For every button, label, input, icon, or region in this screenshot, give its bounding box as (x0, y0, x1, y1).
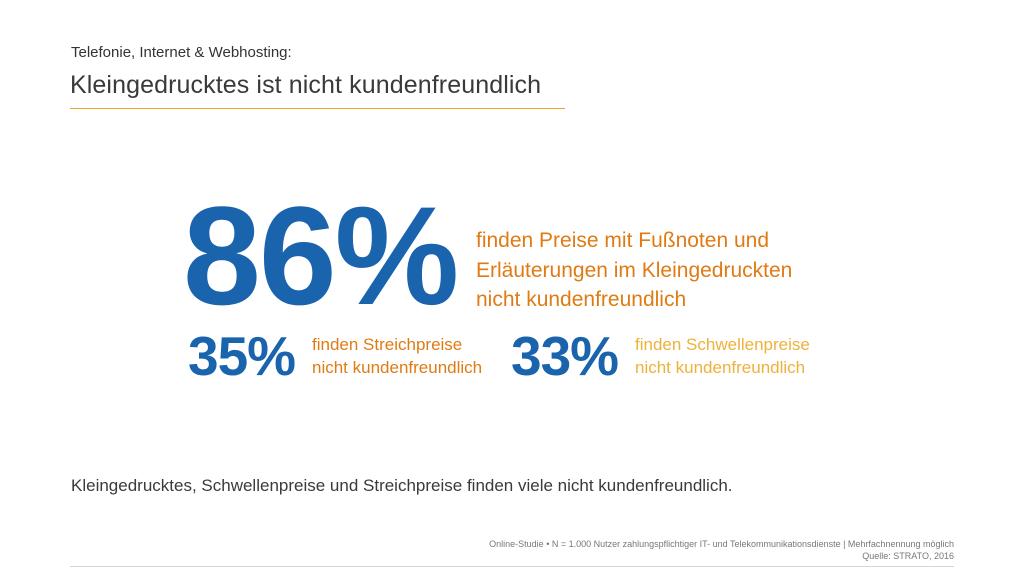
schwellenpreise-line: finden Schwellenpreise (635, 335, 810, 354)
slide-subtitle: Telefonie, Internet & Webhosting: (71, 44, 292, 61)
schwellenpreise-line: nicht kundenfreundlich (635, 358, 806, 377)
streichpreise-line: nicht kundenfreundlich (312, 358, 483, 377)
main-description-line: finden Preise mit Fußnoten und (476, 229, 769, 252)
streichpreise-line: finden Streichpreise (312, 335, 463, 354)
main-description-line: nicht kundenfreundlich (476, 288, 687, 311)
slide-title: Kleingedrucktes ist nicht kundenfreundli… (70, 71, 542, 99)
schwellenpreise-description: finden Schwellenpreise nicht kundenfreun… (635, 333, 810, 379)
main-description: finden Preise mit Fußnoten und Erläuteru… (476, 226, 792, 315)
schwellenpreise-percent: 33% (511, 325, 619, 387)
source-note: Quelle: STRATO, 2016 (862, 551, 954, 561)
streichpreise-description: finden Streichpreise nicht kundenfreundl… (312, 333, 482, 379)
footer-divider (70, 566, 954, 567)
main-description-line: Erläuterungen im Kleingedruckten (476, 258, 793, 282)
main-percent: 86% (183, 177, 459, 334)
footnote: Online-Studie • N = 1.000 Nutzer zahlung… (489, 538, 954, 562)
study-note: Online-Studie • N = 1.000 Nutzer zahlung… (489, 539, 954, 549)
streichpreise-percent: 35% (188, 325, 296, 387)
summary-text: Kleingedrucktes, Schwellenpreise und Str… (71, 476, 733, 495)
title-underline (70, 108, 565, 109)
